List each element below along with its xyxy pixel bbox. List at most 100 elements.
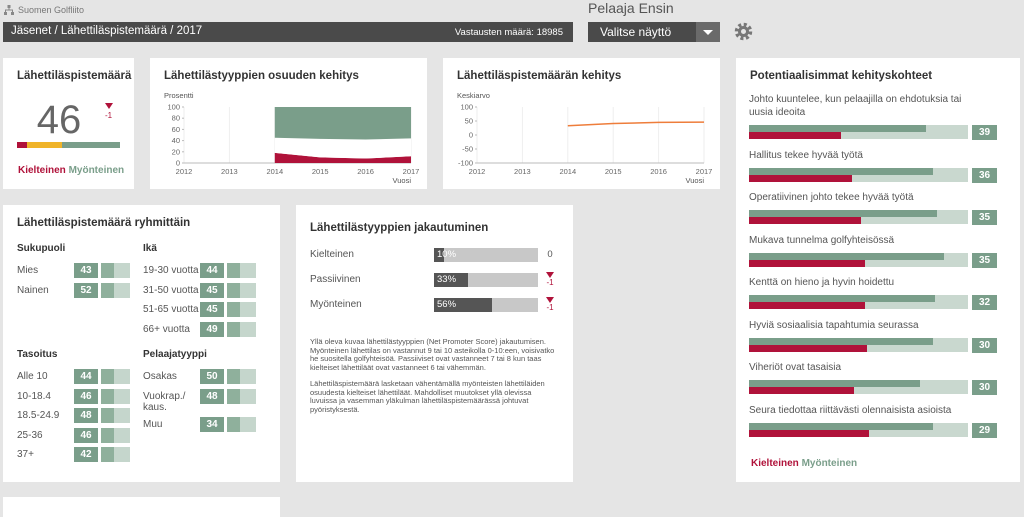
score-indicator <box>240 263 256 278</box>
issue-bar: 39 <box>749 125 999 140</box>
group-title: Ikä <box>143 243 157 254</box>
y-tick-label: 80 <box>172 114 180 123</box>
issue-score: 30 <box>972 337 997 353</box>
breadcrumb[interactable]: Jäsenet / Lähettiläspistemäärä / 2017 <box>11 25 203 37</box>
trend-chart: Keskiarvo Vuosi 2012 2013 2014 2015 2016 2017 -1… <box>457 91 712 185</box>
score-card: Lähettiläspistemäärä 46 -1 Kielteinen My… <box>3 58 134 189</box>
bar-track: 10% <box>434 248 538 262</box>
score-bar-segment <box>61 142 120 148</box>
bar <box>434 298 493 312</box>
x-tick-label: 2016 <box>357 167 374 176</box>
issue-label: Johto kuuntelee, kun pelaajilla on ehdot… <box>749 94 962 118</box>
group-label: Mies <box>17 265 39 276</box>
card-title: Lähettilästyyppien osuuden kehitys <box>164 70 359 82</box>
score-indicator <box>101 427 114 443</box>
y-tick-label: 60 <box>172 125 180 134</box>
value-label: 56% <box>437 299 457 310</box>
group-row: 66+ vuotta 49 <box>143 321 268 337</box>
x-tick-label: 2014 <box>266 167 283 176</box>
dropdown-arrow[interactable] <box>696 22 720 42</box>
group-label: 10-18.4 <box>17 390 51 402</box>
group-label: 25-36 <box>17 429 43 441</box>
group-label: Muu <box>143 419 163 430</box>
score-bar <box>17 142 120 148</box>
y-tick-label: 0 <box>176 159 180 168</box>
negative-bar <box>749 302 866 309</box>
group-score: 48 <box>74 408 98 423</box>
group-label: Vuokrap./ kaus. <box>143 390 186 413</box>
group-title: Tasoitus <box>17 349 58 360</box>
row-label: Myönteinen <box>310 299 362 310</box>
group: Ikä 19-30 vuotta 44 31-50 vuotta 45 51-65 vuo… <box>143 243 268 341</box>
score-indicator <box>240 369 256 384</box>
group-row: Vuokrap./ kaus. 48 <box>143 388 268 413</box>
score-indicator <box>227 263 240 278</box>
value-label: 10% <box>437 249 457 260</box>
card-title: Lähettilästyyppien jakautuminen <box>310 222 489 234</box>
negative-bar <box>749 344 868 352</box>
group: Pelaajatyyppi Osakas 50 Vuokrap./ kaus. 48 Mu… <box>143 349 268 437</box>
group: Sukupuoli Mies 43 Nainen 52 <box>17 243 142 302</box>
area <box>274 137 411 159</box>
group-score: 34 <box>200 417 224 432</box>
org-icon <box>4 5 14 15</box>
y-tick-label: -50 <box>462 145 473 154</box>
issue-label: Operatiivinen johto tekee hyvää työtä <box>749 192 914 203</box>
issue-bar: 36 <box>749 167 999 183</box>
score-bar-segment <box>17 142 28 148</box>
group-score: 50 <box>200 369 224 384</box>
value-label: 33% <box>437 274 457 285</box>
group-row: Alle 10 44 <box>17 369 142 384</box>
issue-bar: 30 <box>749 380 999 395</box>
group-score: 52 <box>74 282 98 298</box>
distribution-row: Kielteinen 10% 0 <box>310 248 565 262</box>
y-tick-label: 0 <box>469 131 473 140</box>
user-name: Pelaaja Ensin <box>588 0 674 16</box>
score-indicator <box>101 369 114 384</box>
change-arrow <box>105 103 113 109</box>
group-score: 46 <box>74 388 98 404</box>
positive-bar <box>749 337 933 345</box>
settings-icon[interactable] <box>734 22 753 41</box>
legend: Kielteinen Myönteinen <box>751 458 857 469</box>
positive-bar <box>749 252 944 260</box>
issue-item: Johto kuuntelee, kun pelaajilla on ehdot… <box>749 93 999 140</box>
card-title: Lähettiläspistemäärä ryhmittäin <box>17 217 191 229</box>
issue-label: Seura tiedottaa riittävästi olennaisista… <box>749 404 952 416</box>
score-change: -1 <box>105 111 113 120</box>
score-indicator <box>114 282 130 298</box>
negative-bar <box>749 387 855 394</box>
positive-bar <box>749 210 938 217</box>
x-axis-label: Vuosi <box>393 176 412 185</box>
issue-label: Mukava tunnelma golfyhteisössä <box>749 234 895 246</box>
issue-item: Hallitus tekee hyvää työtä 36 <box>749 149 999 183</box>
score-indicator <box>114 369 130 384</box>
change: -1 <box>544 272 556 287</box>
change-value: -1 <box>546 278 554 287</box>
positive-bar <box>749 167 933 175</box>
row-label: Passiivinen <box>310 274 361 285</box>
view-select[interactable]: Valitse näyttö <box>588 22 720 42</box>
group-label: 31-50 vuotta <box>143 284 199 296</box>
change: 0 <box>544 248 556 262</box>
issue-bar: 29 <box>749 422 999 438</box>
legend: Kielteinen Myönteinen <box>18 165 124 176</box>
group-title: Sukupuoli <box>17 243 66 254</box>
legend-negative: Kielteinen <box>18 165 66 176</box>
score: 46 <box>36 98 82 142</box>
arrow <box>703 30 713 35</box>
issue-item: Hyviä sosiaalisia tapahtumia seurassa 30 <box>749 319 999 353</box>
score-indicator <box>227 369 240 384</box>
score-indicator <box>101 447 114 462</box>
group-label: Alle 10 <box>17 371 48 382</box>
group-row: Nainen 52 <box>17 282 142 298</box>
issue-label: Kenttä on hieno ja hyvin hoidettu <box>749 277 895 288</box>
score-indicator <box>227 388 240 404</box>
card-title: Lähettiläspistemäärän kehitys <box>457 70 622 82</box>
score-indicator <box>240 388 256 404</box>
group-score: 48 <box>200 388 224 404</box>
card-title: Potentiaalisimmat kehityskohteet <box>750 70 933 82</box>
group-score: 46 <box>74 427 98 443</box>
group-label: 37+ <box>17 449 34 460</box>
issue-bar: 32 <box>749 295 999 310</box>
